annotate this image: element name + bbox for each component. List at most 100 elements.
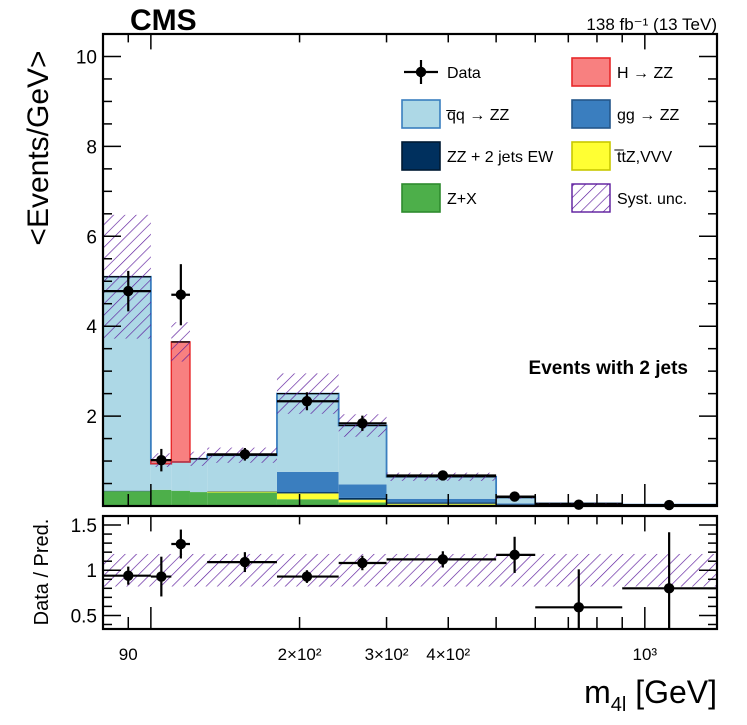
ratio-point-2 <box>171 529 190 559</box>
data-marker <box>301 396 313 407</box>
lumi-label: 138 fb⁻¹ (13 TeV) <box>586 15 717 34</box>
ratio-y-tick-label: 1.5 <box>71 516 97 537</box>
bar-qq-1 <box>150 463 172 490</box>
legend-box <box>401 183 441 213</box>
legend-label: Z+X <box>447 191 477 208</box>
x-tick-label: 4×10² <box>426 645 470 664</box>
legend-entry-ttz: t̅tZ,VVV <box>571 141 672 171</box>
data-point-3 <box>207 448 277 461</box>
x-tick-label: 10³ <box>633 645 658 664</box>
bar-gg-7 <box>386 498 497 503</box>
legend-label: q̅q → ZZ <box>446 107 510 124</box>
legend-marker-dot <box>415 66 427 78</box>
legend: Data H → ZZ q̅q → ZZ gg → ZZ ZZ + 2 jets EW t… <box>401 57 687 213</box>
ratio-point-3 <box>207 552 277 573</box>
bar-zx-2 <box>171 490 190 506</box>
bar-zx-6 <box>338 502 387 506</box>
ratio-marker <box>175 538 187 550</box>
data-point-1 <box>150 448 172 472</box>
data-point-4 <box>276 392 339 411</box>
legend-entry-higgs: H → ZZ <box>571 57 673 87</box>
x-tick-label: 2×10² <box>278 645 322 664</box>
ratio-marker <box>301 571 313 582</box>
legend-entry-syst: Syst. unc. <box>571 183 687 213</box>
bar-qq-3 <box>189 458 208 493</box>
ratio-point-1 <box>150 556 172 597</box>
bar-zx-1 <box>150 489 172 506</box>
bar-higgs-2 <box>171 341 190 462</box>
unc-bin-0 <box>103 214 151 339</box>
ratio-points <box>103 529 717 629</box>
data-point-5 <box>338 415 387 431</box>
legend-box <box>401 141 441 171</box>
bar-ttz-5 <box>276 493 339 500</box>
bar-ew-6 <box>338 497 387 500</box>
legend-label: t̅tZ,VVV <box>614 149 672 166</box>
ratio-marker <box>239 556 251 568</box>
main-frame <box>101 32 719 508</box>
data-marker <box>573 499 584 510</box>
y-tick-label: 4 <box>86 317 97 338</box>
data-marker <box>437 470 449 481</box>
data-point-7 <box>496 491 536 502</box>
ratio-marker <box>357 557 368 569</box>
ratio-point-9 <box>622 532 717 629</box>
ratio-marker <box>663 583 675 594</box>
unc-bin-3 <box>189 451 208 466</box>
ratio-marker <box>123 570 134 581</box>
y-tick-label: 2 <box>86 407 97 428</box>
ratio-marker <box>573 602 584 613</box>
legend-entry-qq: q̅q → ZZ <box>401 99 510 129</box>
bar-qq-2 <box>171 461 190 491</box>
legend-box <box>571 99 611 129</box>
data-point-2 <box>171 264 190 326</box>
legend-entry-zx: Z+X <box>401 183 477 213</box>
legend-box <box>401 99 441 129</box>
legend-hatch-box <box>571 183 611 213</box>
bar-ew-4 <box>207 491 277 492</box>
legend-label: gg → ZZ <box>617 107 679 124</box>
y-axis-title: <Events/GeV> <box>22 50 55 245</box>
bar-gg-5 <box>276 471 339 493</box>
ratio-marker <box>156 571 167 582</box>
bar-zx-0 <box>103 491 151 506</box>
bar-ew-0 <box>103 490 151 492</box>
data-marker <box>123 285 134 297</box>
ratio-point-5 <box>338 555 387 571</box>
ratio-point-6 <box>386 551 497 568</box>
bar-ttz-4 <box>207 491 277 493</box>
main-axes: 2 4 6 8 10 <box>76 32 719 508</box>
bar-ew-8 <box>496 504 536 506</box>
x-tick-label: 90 <box>119 645 138 664</box>
ratio-point-4 <box>276 570 339 583</box>
legend-box <box>571 57 611 87</box>
stack-gg <box>276 471 717 506</box>
legend-entry-ew: ZZ + 2 jets EW <box>401 141 554 171</box>
bar-gg-6 <box>338 484 387 498</box>
ratio-y-axis-title: Data / Pred. <box>31 519 53 626</box>
x-tick-label: 3×10² <box>365 645 409 664</box>
legend-entry-data: Data <box>404 60 481 84</box>
ratio-point-7 <box>496 536 536 573</box>
data-point-0 <box>103 270 151 312</box>
legend-label: H → ZZ <box>617 65 673 82</box>
bar-ew-7 <box>386 502 497 504</box>
ratio-point-8 <box>535 569 623 629</box>
data-marker <box>175 289 187 300</box>
data-marker <box>156 454 167 466</box>
ratio-frame <box>101 514 719 631</box>
stack-histograms <box>103 275 717 506</box>
ratio-y-tick-label: 0.5 <box>71 606 97 627</box>
legend-entry-gg: gg → ZZ <box>571 99 679 129</box>
y-tick-label: 8 <box>86 137 97 158</box>
ratio-marker <box>509 549 520 561</box>
y-tick-label: 10 <box>76 47 97 68</box>
data-marker <box>239 449 251 460</box>
legend-box <box>571 141 611 171</box>
legend-label: Data <box>447 65 481 82</box>
experiment-label: CMS <box>130 4 197 37</box>
bar-qq-7 <box>386 476 497 499</box>
legend-label: Syst. unc. <box>617 191 687 208</box>
legend-label: ZZ + 2 jets EW <box>447 149 554 166</box>
